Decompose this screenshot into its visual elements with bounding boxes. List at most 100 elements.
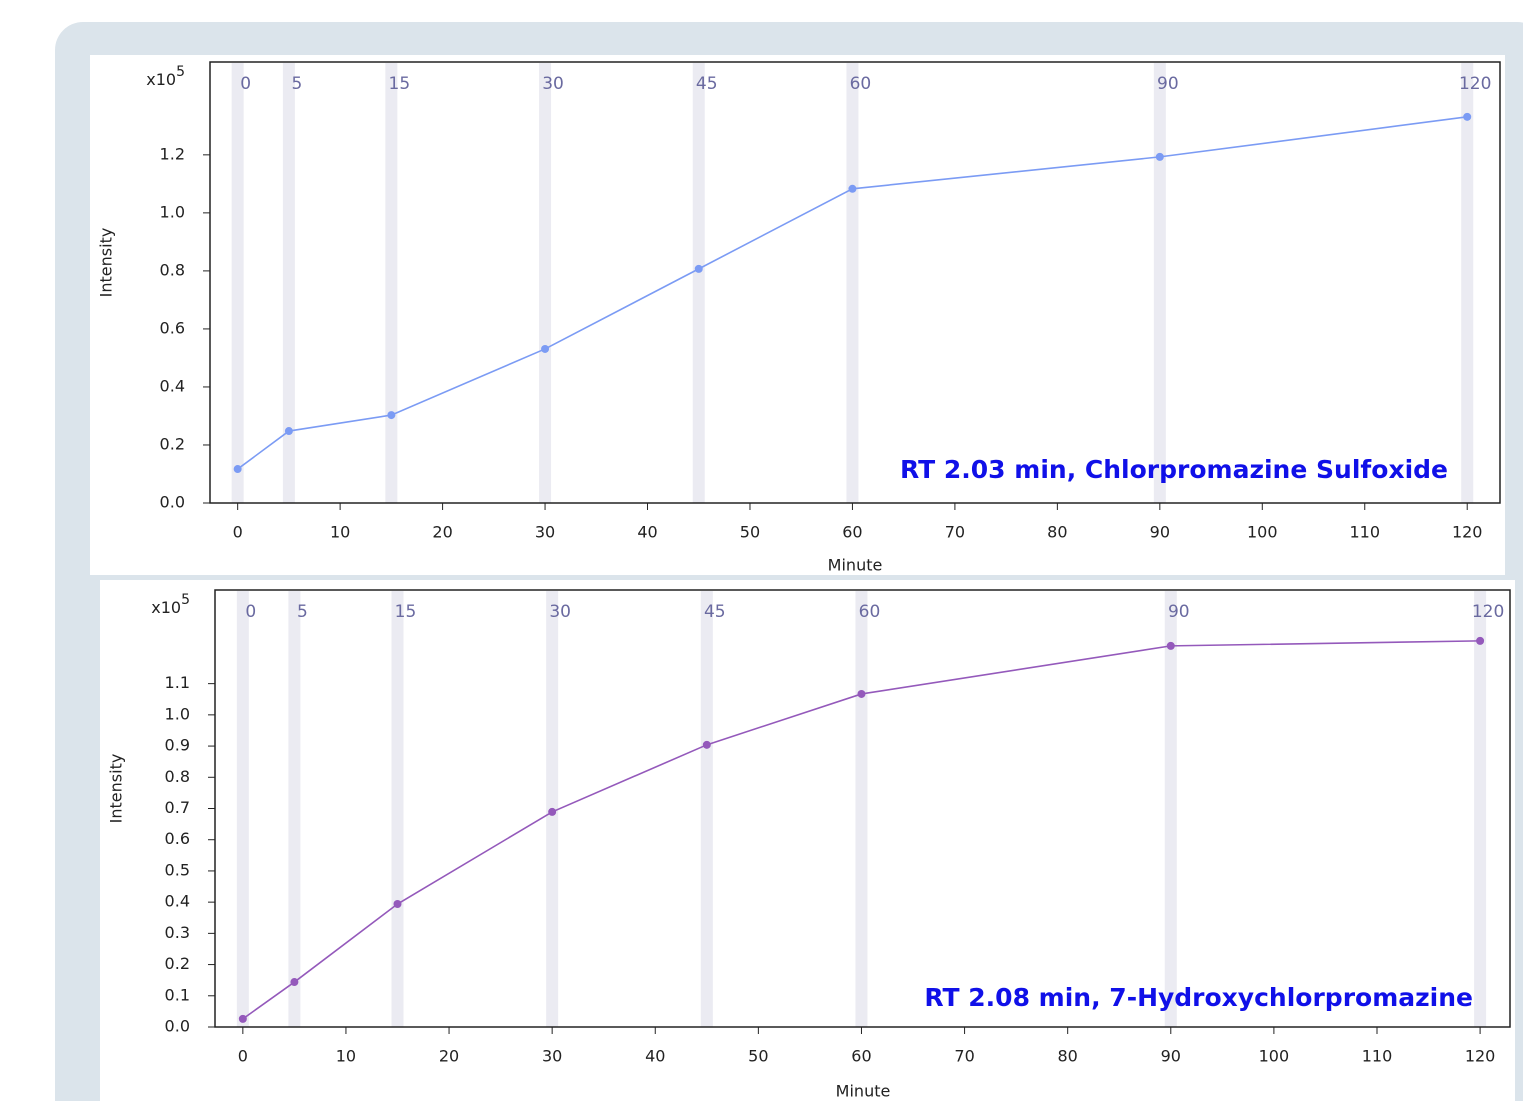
x-tick-label: 0 <box>233 523 243 542</box>
sample-band <box>231 63 244 503</box>
sample-label: 0 <box>245 602 256 622</box>
sample-band <box>391 591 404 1027</box>
sample-label: 5 <box>297 602 308 622</box>
sample-label: 5 <box>291 74 302 94</box>
data-line <box>242 640 1481 1020</box>
sample-label: 60 <box>850 74 872 94</box>
sample-band <box>846 63 859 503</box>
y-tick-label: 1.0 <box>165 704 190 723</box>
data-point <box>848 184 857 193</box>
x-tick-label: 20 <box>439 1047 459 1066</box>
chart-background <box>100 580 1515 1101</box>
data-point <box>548 807 557 816</box>
y-tick-label: 0.0 <box>160 493 185 512</box>
chart-background <box>90 55 1505 575</box>
x-tick-label: 110 <box>1349 523 1380 542</box>
y-tick-label: 0.4 <box>165 892 190 911</box>
x-tick-label: 10 <box>336 1047 356 1066</box>
x-tick-label: 120 <box>1452 523 1483 542</box>
x-tick-label: 10 <box>330 523 350 542</box>
sample-band <box>700 591 713 1027</box>
y-tick-label: 0.0 <box>165 1017 190 1036</box>
x-tick-label: 70 <box>954 1047 974 1066</box>
x-tick-label: 0 <box>238 1047 248 1066</box>
data-point <box>1476 636 1485 645</box>
data-point <box>393 900 402 909</box>
sample-label: 30 <box>549 602 571 622</box>
annotation: RT 2.03 min, Chlorpromazine Sulfoxide <box>900 455 1448 484</box>
data-point <box>702 740 711 749</box>
y-tick-label: 0.7 <box>165 798 190 817</box>
sample-label: 120 <box>1472 602 1504 622</box>
x-tick-label: 40 <box>637 523 657 542</box>
data-point <box>1463 112 1472 121</box>
data-line <box>237 116 1468 470</box>
y-scale-label: x105 <box>151 592 190 617</box>
x-tick-label: 40 <box>645 1047 665 1066</box>
x-tick-label: 100 <box>1259 1047 1290 1066</box>
data-point <box>233 465 242 474</box>
sample-band <box>288 591 301 1027</box>
x-tick-label: 80 <box>1057 1047 1077 1066</box>
x-tick-label: 90 <box>1161 1047 1181 1066</box>
y-axis-label: Intensity <box>107 754 126 824</box>
x-tick-label: 60 <box>842 523 862 542</box>
sample-label: 45 <box>696 74 718 94</box>
y-tick-label: 0.1 <box>165 985 190 1004</box>
y-tick-label: 0.2 <box>165 954 190 973</box>
data-point <box>1166 641 1175 650</box>
x-tick-label: 70 <box>945 523 965 542</box>
data-point <box>387 411 396 420</box>
y-tick-label: 0.4 <box>160 376 185 395</box>
sample-label: 120 <box>1459 74 1491 94</box>
y-tick-label: 1.1 <box>165 673 190 692</box>
sample-label: 60 <box>859 602 881 622</box>
sample-band <box>1164 591 1177 1027</box>
annotation: RT 2.08 min, 7-Hydroxychlorpromazine <box>924 983 1473 1012</box>
x-tick-label: 120 <box>1465 1047 1496 1066</box>
sample-band <box>1153 63 1166 503</box>
x-tick-label: 90 <box>1150 523 1170 542</box>
y-scale-base: x10 <box>146 70 176 89</box>
x-tick-label: 60 <box>851 1047 871 1066</box>
y-tick-label: 0.5 <box>165 860 190 879</box>
plot-frame <box>209 61 1501 504</box>
data-point <box>694 264 703 273</box>
data-point <box>541 344 550 353</box>
sample-band <box>1474 591 1487 1027</box>
y-tick-label: 0.9 <box>165 736 190 755</box>
sample-band <box>539 63 552 503</box>
x-tick-label: 50 <box>748 1047 768 1066</box>
y-tick-label: 0.2 <box>160 434 185 453</box>
y-tick-label: 0.8 <box>160 260 185 279</box>
data-point <box>290 978 299 987</box>
x-tick-label: 80 <box>1047 523 1067 542</box>
sample-band <box>855 591 868 1027</box>
y-scale-base: x10 <box>151 598 181 617</box>
sample-label: 15 <box>395 602 417 622</box>
y-axis-label: Intensity <box>97 228 116 298</box>
sample-band <box>385 63 398 503</box>
x-tick-label: 30 <box>535 523 555 542</box>
sample-band <box>282 63 295 503</box>
y-tick-label: 1.2 <box>160 144 185 163</box>
x-tick-label: 30 <box>542 1047 562 1066</box>
y-scale-exponent: 5 <box>181 592 190 608</box>
y-scale-exponent: 5 <box>176 64 185 80</box>
y-scale-label: x105 <box>146 64 185 89</box>
data-point <box>284 427 293 436</box>
y-tick-label: 0.6 <box>160 318 185 337</box>
x-tick-label: 100 <box>1247 523 1278 542</box>
x-tick-label: 20 <box>432 523 452 542</box>
sample-label: 90 <box>1157 74 1179 94</box>
y-tick-label: 1.0 <box>160 202 185 221</box>
x-axis-label: Minute <box>836 1082 891 1101</box>
sample-label: 45 <box>704 602 726 622</box>
y-tick-label: 0.8 <box>165 767 190 786</box>
y-tick-label: 0.6 <box>165 829 190 848</box>
x-tick-label: 50 <box>740 523 760 542</box>
data-point <box>857 689 866 698</box>
x-axis-label: Minute <box>828 556 883 575</box>
